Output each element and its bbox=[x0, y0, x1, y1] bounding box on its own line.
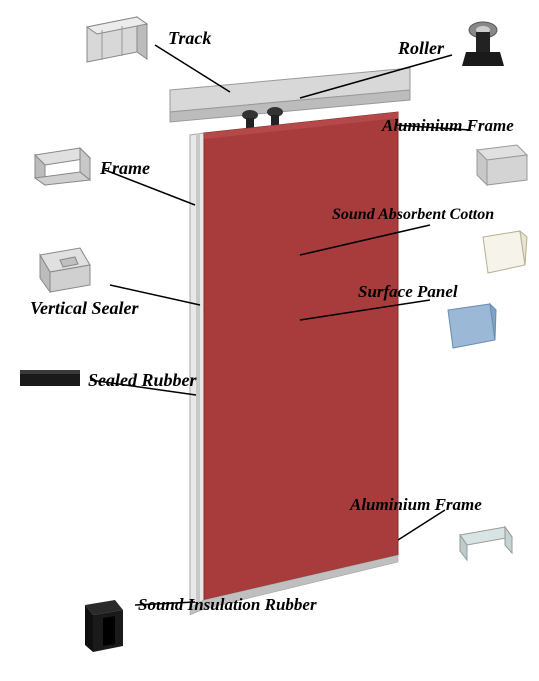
sound-absorbent-label: Sound Absorbent Cotton bbox=[332, 206, 494, 224]
sealed-rubber-icon bbox=[18, 368, 83, 390]
vertical-sealer-icon bbox=[30, 240, 100, 300]
sound-insulation-label: Sound Insulation Rubber bbox=[138, 595, 317, 615]
diagram-container: Track Roller Aluminium Frame Frame Sound… bbox=[0, 0, 539, 681]
vertical-sealer-label: Vertical Sealer bbox=[30, 298, 139, 319]
aluminium-frame-top-icon bbox=[472, 140, 532, 190]
aluminium-frame-bottom-label: Aluminium Frame bbox=[350, 495, 482, 515]
sealed-rubber-label: Sealed Rubber bbox=[88, 370, 197, 391]
frame-icon bbox=[30, 140, 95, 190]
roller-label: Roller bbox=[398, 38, 444, 59]
surface-panel-label: Surface Panel bbox=[358, 282, 458, 302]
surface-panel-icon bbox=[440, 300, 500, 355]
track-icon bbox=[82, 12, 152, 68]
sound-absorbent-icon bbox=[475, 225, 530, 280]
sound-insulation-icon bbox=[75, 590, 130, 660]
aluminium-frame-top-label: Aluminium Frame bbox=[382, 116, 514, 136]
roller-icon bbox=[458, 18, 508, 73]
track-label: Track bbox=[168, 28, 211, 49]
frame-label: Frame bbox=[100, 158, 150, 179]
aluminium-frame-bottom-icon bbox=[450, 515, 520, 565]
